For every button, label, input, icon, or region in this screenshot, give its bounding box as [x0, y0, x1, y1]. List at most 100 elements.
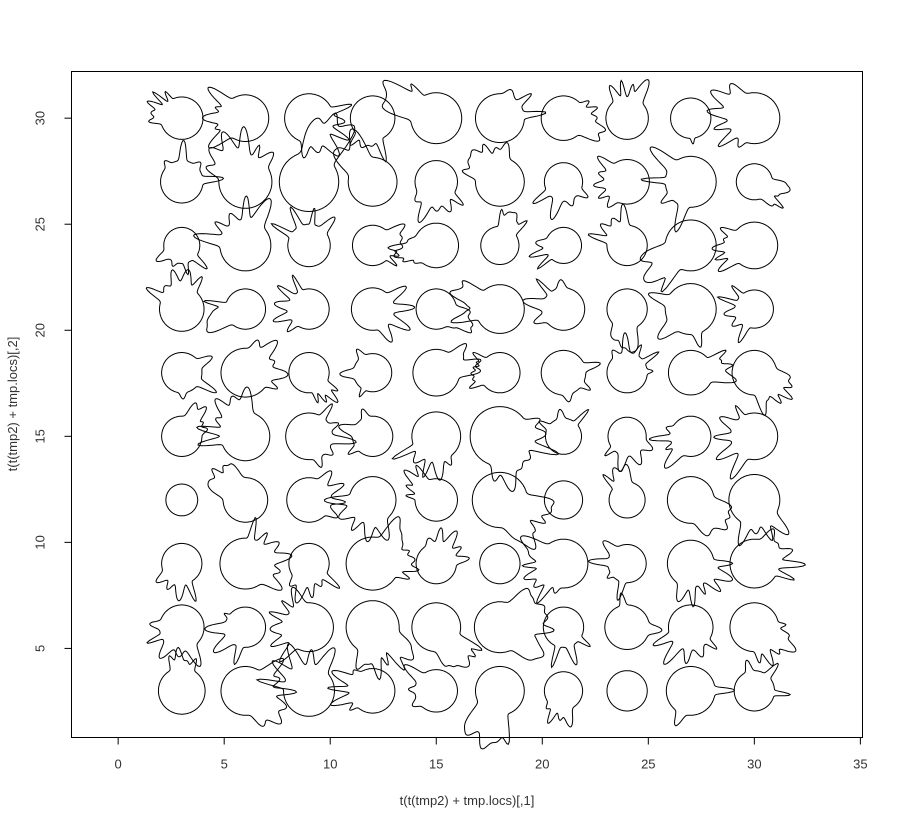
star-glyph — [415, 288, 474, 334]
y-tick-label: 25 — [33, 217, 48, 231]
star-glyph — [604, 592, 663, 650]
star-glyph — [543, 671, 584, 728]
star-glyph — [538, 408, 590, 455]
star-glyph — [288, 352, 339, 404]
star-glyph — [202, 288, 266, 334]
x-tick-label: 25 — [641, 757, 655, 772]
star-glyph — [323, 476, 397, 543]
star-glyph — [729, 528, 807, 589]
star-glyph — [412, 342, 482, 397]
star-glyph — [349, 95, 396, 163]
star-glyph — [207, 463, 269, 523]
star-glyph — [327, 668, 396, 714]
star-glyph — [345, 516, 420, 591]
star-glyph — [713, 404, 779, 480]
star-glyph — [284, 93, 352, 159]
star-glyph — [587, 203, 648, 267]
star-glyph — [540, 95, 607, 142]
star-glyph — [479, 542, 521, 585]
star-glyph — [205, 125, 275, 209]
star-glyph — [469, 351, 521, 394]
star-glyph — [339, 348, 393, 398]
star-glyph — [268, 586, 334, 663]
star-glyph — [652, 604, 718, 665]
star-glyph — [735, 163, 791, 209]
star-glyph — [165, 483, 199, 517]
star-glyph — [647, 283, 717, 348]
star-glyph — [352, 223, 406, 267]
star-glyph — [403, 664, 458, 713]
star-glyph — [161, 402, 209, 457]
star-glyph — [733, 659, 792, 712]
star-glyph — [381, 79, 463, 145]
star-glyph — [473, 587, 555, 661]
star-glyph — [528, 226, 582, 270]
star-glyph — [157, 646, 206, 715]
star-glyph — [272, 274, 330, 333]
y-axis-title: t(t(tmp2) + tmp.locs)[,2] — [5, 337, 20, 472]
star-glyph — [605, 79, 650, 140]
star-glyph — [332, 128, 398, 207]
star-glyph — [666, 476, 733, 537]
star-glyph — [146, 604, 205, 668]
star-glyph — [195, 386, 271, 462]
star-glyph — [639, 219, 717, 293]
star-glyph — [285, 403, 357, 468]
star-glyph — [220, 657, 298, 727]
star-glyph — [449, 280, 525, 334]
star-glyph — [522, 278, 586, 331]
star-glyph — [602, 463, 646, 519]
star-glyph — [666, 539, 734, 608]
star-glyph — [286, 470, 346, 523]
star-glyph — [411, 602, 483, 668]
star-glyph — [464, 665, 525, 750]
star-glyph — [665, 665, 735, 727]
star-glyph — [480, 208, 528, 265]
x-tick-label: 5 — [221, 757, 228, 772]
star-glyph — [219, 516, 293, 591]
x-tick-label: 10 — [323, 757, 337, 772]
y-tick-label: 20 — [33, 323, 48, 337]
y-tick-label: 5 — [33, 645, 48, 652]
star-glyph — [711, 221, 779, 273]
star-glyph — [155, 226, 208, 276]
star-glyph — [640, 146, 717, 233]
star-glyph — [145, 269, 205, 332]
y-tick-label: 10 — [33, 535, 48, 549]
x-tick-label: 0 — [115, 757, 122, 772]
star-glyph — [729, 602, 797, 667]
plot-frame — [71, 71, 863, 738]
star-glyph — [220, 339, 289, 398]
star-glyph — [161, 352, 217, 400]
star-glyph — [461, 142, 525, 207]
x-tick-label: 20 — [535, 757, 549, 772]
star-glyph — [345, 600, 415, 681]
x-tick-label: 30 — [747, 757, 761, 772]
x-axis-title: t(t(tmp2) + tmp.locs)[,1] — [400, 793, 535, 808]
star-glyph — [520, 535, 589, 604]
star-glyph — [155, 542, 203, 602]
star-glyph — [532, 162, 589, 221]
y-tick-label: 30 — [33, 111, 48, 125]
star-glyph — [192, 195, 272, 272]
star-glyph — [469, 406, 560, 492]
star-glyph — [146, 90, 204, 140]
star-glyph — [270, 206, 336, 268]
y-tick-label: 15 — [33, 429, 48, 443]
star-glyph — [414, 160, 464, 224]
star-glyph — [255, 643, 336, 717]
star-glyph — [606, 670, 648, 712]
y-axis: 5 10 15 20 25 30 — [33, 111, 72, 652]
star-glyph — [471, 471, 555, 551]
star-glyph — [204, 606, 266, 666]
star-glyph — [593, 155, 650, 208]
star-glyph — [543, 480, 584, 520]
glyph-layer — [145, 79, 807, 750]
star-glyph — [403, 464, 458, 522]
x-tick-label: 35 — [853, 757, 867, 772]
star-glyph — [415, 527, 470, 585]
star-glyph — [731, 349, 794, 417]
star-glyph — [542, 606, 591, 669]
star-glyph — [288, 542, 341, 604]
star-glyph — [338, 408, 394, 457]
